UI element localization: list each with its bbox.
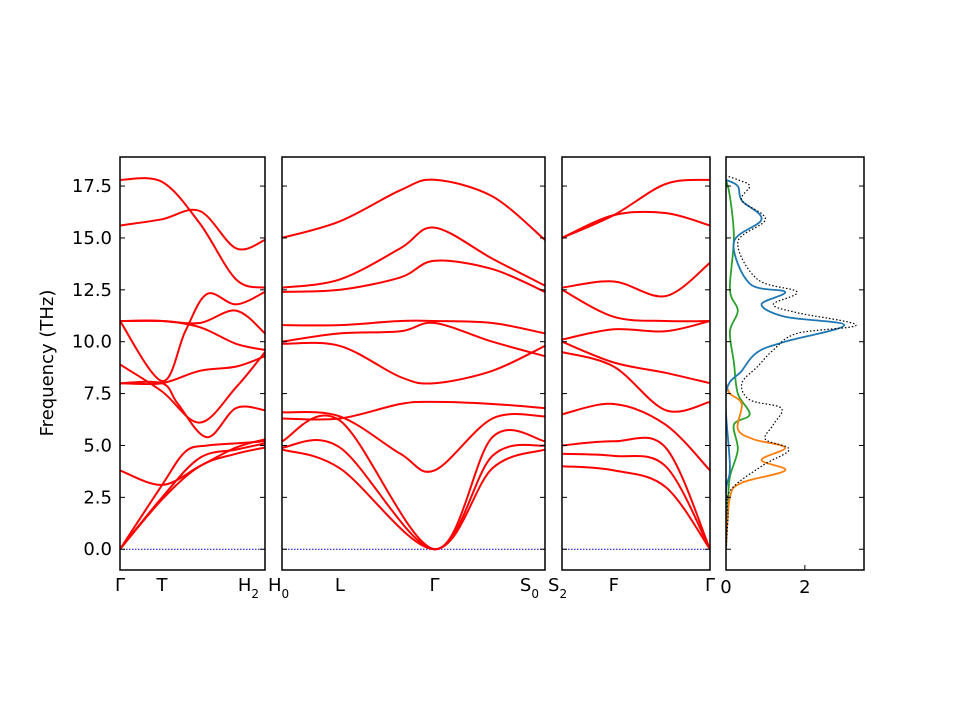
phonon-band xyxy=(562,452,710,550)
phonon-band xyxy=(562,320,710,341)
kpoint-label: Γ xyxy=(115,575,125,596)
kpoint-label: H0 xyxy=(268,575,289,601)
phonon-band xyxy=(562,210,710,239)
band-panel-frame xyxy=(561,156,711,571)
phonon-band xyxy=(282,319,545,335)
phonon-band xyxy=(120,208,265,251)
band-lines xyxy=(120,177,265,550)
kpoint-label: Γ xyxy=(430,575,440,596)
kpoint-label: Γ xyxy=(705,575,715,596)
phonon-band xyxy=(282,414,545,551)
y-tick-label: 5.0 xyxy=(83,435,112,456)
phonon-band xyxy=(120,309,265,335)
dos-series-line xyxy=(726,178,846,550)
phonon-band xyxy=(120,177,265,289)
phonon-band xyxy=(282,341,545,385)
y-tick-label: 7.5 xyxy=(83,384,112,405)
y-tick-label: 15.0 xyxy=(72,228,112,249)
dos-series-line xyxy=(726,382,787,550)
y-tick-label: 10.0 xyxy=(72,332,112,353)
band-lines xyxy=(562,178,710,550)
kpoint-label: L xyxy=(335,575,345,596)
band-panel-frame xyxy=(119,156,266,571)
phonon-band xyxy=(120,440,265,550)
y-tick-label: 2.5 xyxy=(83,487,112,508)
phonon-band xyxy=(562,340,710,385)
kpoint-label: F xyxy=(609,575,619,596)
phonon-band xyxy=(120,355,265,386)
phonon-band xyxy=(282,259,545,293)
kpoint-label: S0 xyxy=(520,575,539,601)
phonon-band xyxy=(120,290,265,383)
dos-panel-frame xyxy=(725,156,865,571)
kpoint-label: T xyxy=(156,575,169,596)
y-tick-label: 12.5 xyxy=(72,280,112,301)
band-panel-frame xyxy=(281,156,546,571)
phonon-band xyxy=(562,288,710,323)
phonon-band xyxy=(120,351,265,424)
band-panel-2: H0 L Γ S0 xyxy=(268,156,546,601)
kpoint-label: S2 xyxy=(548,575,567,601)
phonon-band xyxy=(562,351,710,413)
band-panel-1: 0.0 2.5 5.0 7.5 10.0 12.5 15.0 17.5 Γ T H2 xyxy=(72,156,266,601)
phonon-band xyxy=(120,380,265,439)
phonon-band xyxy=(120,319,265,351)
dos-xtick-label: 0 xyxy=(720,577,731,598)
phonon-band xyxy=(282,226,545,289)
phonon-band xyxy=(282,400,545,421)
dos-xtick-label: 2 xyxy=(799,577,810,598)
y-tick-label: 17.5 xyxy=(72,176,112,197)
dos-series-line xyxy=(726,175,857,550)
band-lines xyxy=(282,178,545,551)
y-axis-label: Frequency (THz) xyxy=(37,290,58,437)
phonon-band xyxy=(562,402,710,472)
phonon-band xyxy=(120,442,265,550)
band-panel-3: S2 F Γ xyxy=(548,156,715,601)
y-tick-label: 0.0 xyxy=(83,539,112,560)
phonon-band xyxy=(282,321,545,358)
phonon-band xyxy=(282,178,545,241)
band-panels: 0.0 2.5 5.0 7.5 10.0 12.5 15.0 17.5 Γ T H2 H0 L Γ S0 S2… xyxy=(72,156,715,601)
phonon-band xyxy=(562,465,710,550)
phonon-band xyxy=(282,411,545,473)
dos-curves xyxy=(726,175,857,550)
phonon-band xyxy=(562,178,710,239)
phonon-band xyxy=(562,262,710,298)
phonon-band xyxy=(120,438,265,486)
phonon-band xyxy=(562,436,710,550)
kpoint-label: H2 xyxy=(238,575,259,601)
